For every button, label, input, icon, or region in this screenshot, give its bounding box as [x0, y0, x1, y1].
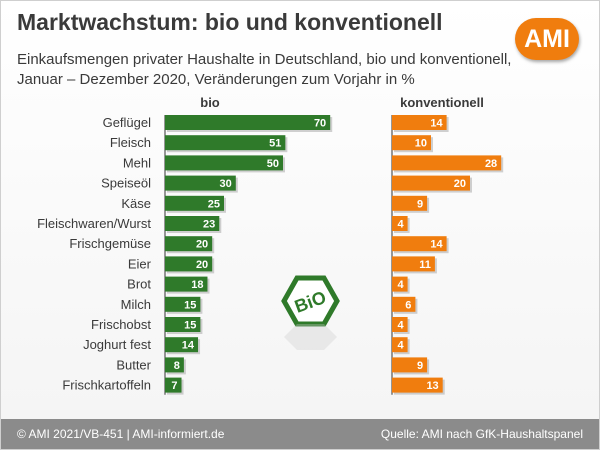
- category-label: Fleisch: [110, 135, 151, 150]
- data-label-bio: 8: [174, 360, 180, 372]
- bar-bio: [165, 135, 286, 151]
- series-header-konventionell: konventionell: [400, 95, 484, 110]
- category-label: Joghurt fest: [83, 337, 151, 352]
- bar-bio: [165, 296, 201, 312]
- bar-konventionell: [392, 357, 428, 373]
- bar-bio: [165, 115, 331, 130]
- data-label-konventionell: 4: [397, 279, 404, 291]
- bar-bio: [165, 195, 224, 211]
- data-label-konventionell: 4: [397, 219, 404, 231]
- data-label-konventionell: 28: [485, 158, 497, 170]
- data-label-konventionell: 13: [426, 380, 438, 392]
- ami-logo: AMI: [515, 18, 579, 60]
- data-label-konventionell: 20: [454, 178, 466, 190]
- data-label-bio: 18: [191, 279, 203, 291]
- bar-bio: [165, 256, 213, 272]
- data-label-konventionell: 4: [397, 340, 404, 352]
- bar-konventionell: [392, 337, 408, 353]
- data-label-bio: 15: [184, 320, 196, 332]
- bar-konventionell: [392, 317, 408, 332]
- bar-bio: [165, 317, 201, 332]
- data-label-bio: 70: [314, 118, 326, 130]
- category-label: Milch: [121, 297, 151, 312]
- data-label-bio: 30: [220, 178, 232, 190]
- data-label-konventionell: 6: [405, 299, 411, 311]
- category-label: Eier: [128, 256, 152, 271]
- data-label-konventionell: 4: [397, 320, 404, 332]
- data-label-bio: 25: [208, 198, 220, 210]
- bar-konventionell: [392, 195, 428, 211]
- series-header-bio: bio: [200, 95, 220, 110]
- bar-konventionell: [392, 175, 470, 191]
- bar-konventionell: [392, 135, 431, 151]
- category-label: Frischkartoffeln: [62, 378, 151, 393]
- bar-bio: [165, 337, 199, 353]
- chart-title: Marktwachstum: bio und konventionell: [17, 9, 443, 35]
- data-label-bio: 50: [267, 158, 279, 170]
- footer-source: Quelle: AMI nach GfK-Haushaltspanel: [380, 427, 583, 441]
- data-label-konventionell: 14: [430, 239, 443, 251]
- category-label: Speiseöl: [101, 176, 151, 191]
- bar-bio: [165, 155, 283, 171]
- category-label: Brot: [127, 277, 151, 292]
- data-label-bio: 20: [196, 259, 208, 271]
- category-label: Frischobst: [91, 317, 151, 332]
- bar-bio: [165, 236, 213, 252]
- bar-bio: [165, 357, 184, 373]
- bar-konventionell: [392, 296, 416, 312]
- category-label: Fleischwaren/Wurst: [37, 216, 151, 231]
- footer-copyright: © AMI 2021/VB-451 | AMI-informiert.de: [17, 427, 225, 441]
- category-label: Geflügel: [103, 115, 152, 130]
- data-label-bio: 15: [184, 299, 196, 311]
- data-label-bio: 7: [171, 380, 177, 392]
- data-label-bio: 51: [269, 138, 281, 150]
- bar-konventionell: [392, 377, 443, 393]
- category-label: Butter: [116, 357, 151, 372]
- data-label-konventionell: 11: [419, 259, 431, 271]
- data-label-bio: 23: [203, 219, 215, 231]
- bar-konventionell: [392, 115, 447, 130]
- bar-konventionell: [392, 236, 447, 252]
- data-label-bio: 20: [196, 239, 208, 251]
- category-label: Frischgemüse: [69, 236, 151, 251]
- bar-konventionell: [392, 155, 502, 171]
- bar-bio: [165, 377, 182, 393]
- bar-chart: bio konventionell Geflügel 70 14 Fleisch 51 10 M…: [37, 95, 504, 395]
- chart-subtitle-line-2: Januar – Dezember 2020, Veränderungen zu…: [17, 71, 415, 88]
- data-label-konventionell: 9: [417, 360, 423, 372]
- bar-konventionell: [392, 256, 435, 272]
- data-label-konventionell: 9: [417, 198, 423, 210]
- bar-konventionell: [392, 216, 408, 231]
- bar-bio: [165, 175, 236, 191]
- bar-konventionell: [392, 276, 408, 292]
- data-label-bio: 14: [182, 340, 195, 352]
- category-label: Käse: [121, 196, 151, 211]
- footer-bar: © AMI 2021/VB-451 | AMI-informiert.de Qu…: [1, 419, 599, 449]
- bar-bio: [165, 276, 208, 292]
- bar-bio: [165, 216, 220, 231]
- bio-seal-icon: BiO: [281, 275, 340, 350]
- data-label-konventionell: 10: [415, 138, 427, 150]
- data-label-konventionell: 14: [430, 118, 443, 130]
- chart-subtitle-line-1: Einkaufsmengen privater Haushalte in Deu…: [17, 51, 512, 68]
- category-label: Mehl: [123, 155, 151, 170]
